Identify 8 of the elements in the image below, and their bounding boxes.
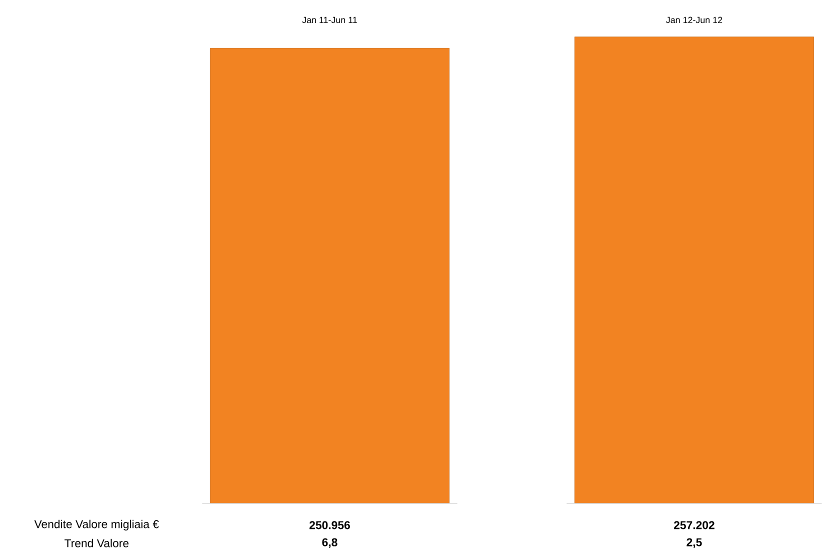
text: Trend Valore: [64, 538, 129, 548]
text: 2,5: [686, 538, 702, 548]
text: 6,8: [322, 538, 338, 548]
x-tick-label: Jan 11-Jun 11: [302, 16, 357, 24]
x-tick-label: Jan 12-Jun 12: [666, 16, 722, 24]
data-label: 250.956: [309, 521, 350, 530]
data-label: 257.202: [674, 521, 714, 530]
text: Vendite Valore migliaia €: [34, 520, 159, 530]
